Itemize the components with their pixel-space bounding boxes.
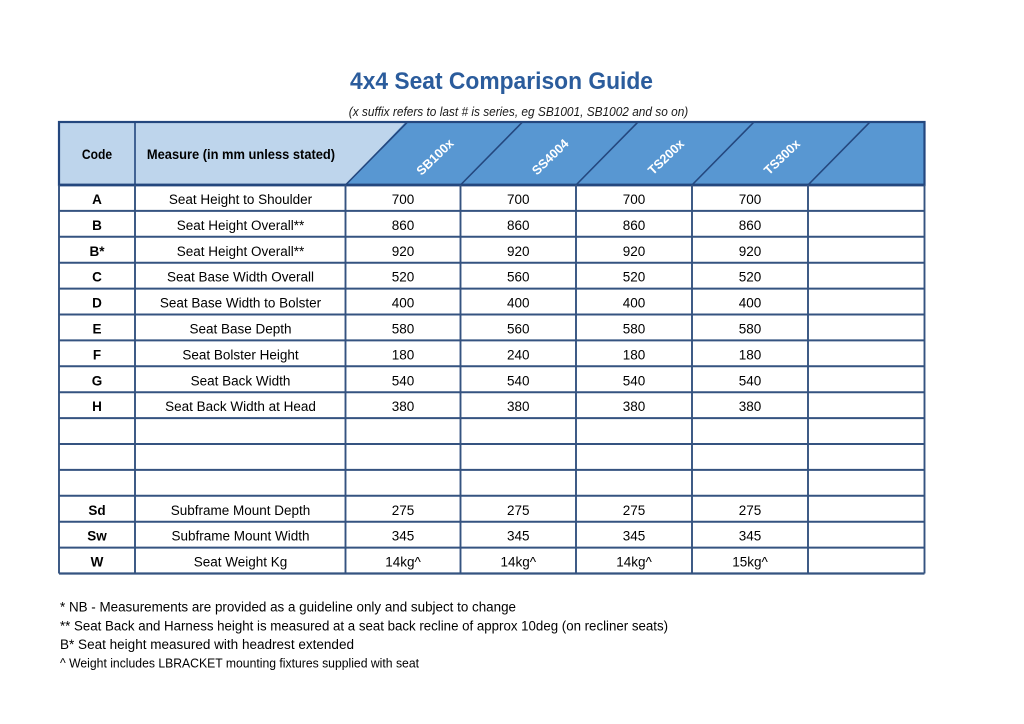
svg-text:Sw: Sw xyxy=(87,529,107,544)
svg-text:540: 540 xyxy=(507,373,530,388)
svg-text:15kg^: 15kg^ xyxy=(732,555,768,570)
svg-text:14kg^: 14kg^ xyxy=(385,555,421,570)
svg-text:A: A xyxy=(92,192,102,207)
svg-text:540: 540 xyxy=(392,373,415,388)
svg-text:380: 380 xyxy=(739,399,762,414)
svg-text:520: 520 xyxy=(392,270,415,285)
svg-text:920: 920 xyxy=(507,244,530,259)
svg-text:275: 275 xyxy=(623,503,646,518)
svg-text:540: 540 xyxy=(739,373,762,388)
svg-text:380: 380 xyxy=(507,399,530,414)
svg-text:275: 275 xyxy=(507,503,530,518)
svg-text:700: 700 xyxy=(739,192,762,207)
svg-text:380: 380 xyxy=(623,399,646,414)
svg-text:B* Seat height measured with h: B* Seat height measured with headrest ex… xyxy=(60,637,354,652)
svg-text:860: 860 xyxy=(507,218,530,233)
svg-text:520: 520 xyxy=(739,270,762,285)
svg-text:580: 580 xyxy=(392,322,415,337)
svg-text:380: 380 xyxy=(392,399,415,414)
svg-text:860: 860 xyxy=(623,218,646,233)
svg-text:400: 400 xyxy=(739,296,762,311)
svg-text:345: 345 xyxy=(507,529,530,544)
svg-text:14kg^: 14kg^ xyxy=(500,555,536,570)
svg-text:(x suffix refers to last # is: (x suffix refers to last # is series, eg… xyxy=(349,104,689,119)
svg-text:C: C xyxy=(92,270,102,285)
svg-text:^ Weight includes LBRACKET mou: ^ Weight includes LBRACKET mounting fixt… xyxy=(60,656,420,670)
svg-text:Code: Code xyxy=(82,147,112,163)
svg-text:Seat Bolster Height: Seat Bolster Height xyxy=(182,347,299,362)
svg-text:180: 180 xyxy=(623,347,646,362)
svg-text:345: 345 xyxy=(392,529,415,544)
svg-text:B: B xyxy=(92,218,102,233)
svg-text:Seat Back Width at Head: Seat Back Width at Head xyxy=(165,399,316,414)
svg-text:700: 700 xyxy=(623,192,646,207)
svg-text:D: D xyxy=(92,296,102,311)
svg-text:Measure (in mm unless stated): Measure (in mm unless stated) xyxy=(147,147,335,163)
svg-text:Seat Height Overall**: Seat Height Overall** xyxy=(177,218,305,233)
svg-text:345: 345 xyxy=(623,529,646,544)
svg-text:180: 180 xyxy=(739,347,762,362)
svg-text:4x4 Seat Comparison Guide: 4x4 Seat Comparison Guide xyxy=(350,68,653,95)
svg-text:860: 860 xyxy=(739,218,762,233)
svg-text:180: 180 xyxy=(392,347,415,362)
svg-text:Subframe Mount Width: Subframe Mount Width xyxy=(171,529,309,544)
svg-text:860: 860 xyxy=(392,218,415,233)
svg-text:920: 920 xyxy=(392,244,415,259)
svg-text:Seat Back Width: Seat Back Width xyxy=(191,373,291,388)
svg-text:920: 920 xyxy=(739,244,762,259)
svg-text:Seat Height to Shoulder: Seat Height to Shoulder xyxy=(169,192,313,207)
svg-text:Seat Base Depth: Seat Base Depth xyxy=(189,322,291,337)
svg-text:14kg^: 14kg^ xyxy=(616,555,652,570)
svg-text:* NB - Measurements are provid: * NB - Measurements are provided as a gu… xyxy=(60,599,516,614)
svg-text:700: 700 xyxy=(392,192,415,207)
svg-text:Seat Weight Kg: Seat Weight Kg xyxy=(194,555,288,570)
svg-text:240: 240 xyxy=(507,347,530,362)
svg-text:560: 560 xyxy=(507,322,530,337)
svg-text:Seat Height Overall**: Seat Height Overall** xyxy=(177,244,305,259)
svg-text:540: 540 xyxy=(623,373,646,388)
svg-text:E: E xyxy=(92,322,101,337)
svg-text:275: 275 xyxy=(739,503,762,518)
svg-text:Seat Base Width to Bolster: Seat Base Width to Bolster xyxy=(160,296,322,311)
svg-text:345: 345 xyxy=(739,529,762,544)
svg-text:W: W xyxy=(91,555,104,570)
svg-text:B*: B* xyxy=(89,244,105,259)
svg-text:400: 400 xyxy=(623,296,646,311)
svg-text:700: 700 xyxy=(507,192,530,207)
svg-text:H: H xyxy=(92,399,102,414)
svg-text:Subframe Mount Depth: Subframe Mount Depth xyxy=(171,503,311,518)
svg-text:** Seat Back and Harness heigh: ** Seat Back and Harness height is measu… xyxy=(60,618,668,633)
svg-text:580: 580 xyxy=(739,322,762,337)
svg-text:400: 400 xyxy=(392,296,415,311)
svg-text:G: G xyxy=(92,373,103,388)
svg-text:920: 920 xyxy=(623,244,646,259)
svg-text:F: F xyxy=(93,347,101,362)
svg-text:580: 580 xyxy=(623,322,646,337)
svg-text:Seat Base Width Overall: Seat Base Width Overall xyxy=(167,270,314,285)
svg-text:520: 520 xyxy=(623,270,646,285)
svg-text:Sd: Sd xyxy=(88,503,105,518)
svg-text:400: 400 xyxy=(507,296,530,311)
svg-text:560: 560 xyxy=(507,270,530,285)
svg-text:275: 275 xyxy=(392,503,415,518)
